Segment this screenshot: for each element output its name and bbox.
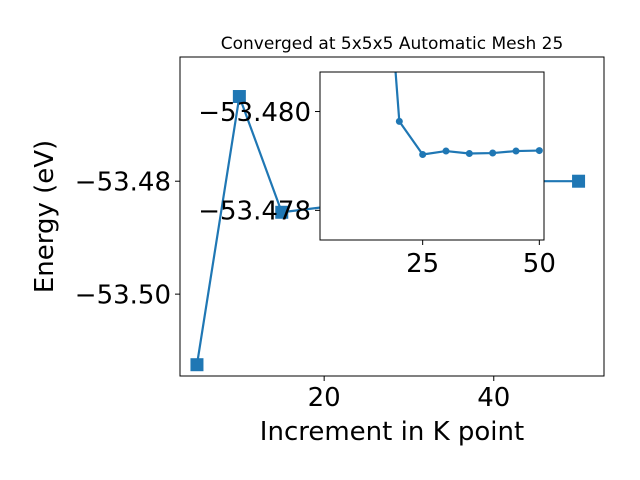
inset-x-tick-label: 50: [523, 249, 556, 279]
main-x-tick-label: 40: [477, 383, 510, 413]
main-y-tick-label: −53.48: [75, 168, 171, 198]
inset-series-line: [394, 72, 540, 156]
main-y-tick-label: −53.50: [75, 280, 171, 310]
main-data-point: [232, 90, 246, 104]
inset-plot-area: [320, 72, 544, 240]
chart-title: Converged at 5x5x5 Automatic Mesh 25: [221, 34, 564, 54]
main-data-point: [572, 174, 586, 188]
inset-data-point: [442, 147, 450, 155]
inset-series-group: [394, 72, 543, 159]
inset-axes-frame: [319, 71, 545, 241]
inset-x-tick-label: 25: [406, 249, 439, 279]
inset-data-point: [395, 117, 403, 125]
main-data-point: [190, 358, 204, 372]
inset-data-point: [512, 147, 520, 155]
main-y-ticks: −53.50 −53.48: [75, 168, 180, 310]
inset-y-tick-label: −53.480: [198, 98, 311, 128]
main-axes-frame: [179, 56, 605, 377]
inset-data-point: [489, 149, 497, 157]
inset-y-ticks: −53.480 −53.478: [198, 98, 320, 227]
inset-axes: 25 50 −53.480 −53.478: [198, 71, 556, 279]
inset-data-point: [465, 150, 473, 158]
inset-y-tick-label: −53.478: [198, 197, 311, 227]
inset-data-point: [535, 147, 543, 155]
main-x-tick-label: 20: [308, 383, 341, 413]
x-axis-label: Increment in K point: [260, 417, 524, 447]
main-data-point: [275, 205, 289, 219]
inset-x-ticks: 25 50: [406, 240, 556, 279]
inset-data-point: [419, 151, 427, 159]
main-x-ticks: 20 40: [308, 376, 510, 413]
y-axis-label: Energy (eV): [30, 140, 60, 293]
